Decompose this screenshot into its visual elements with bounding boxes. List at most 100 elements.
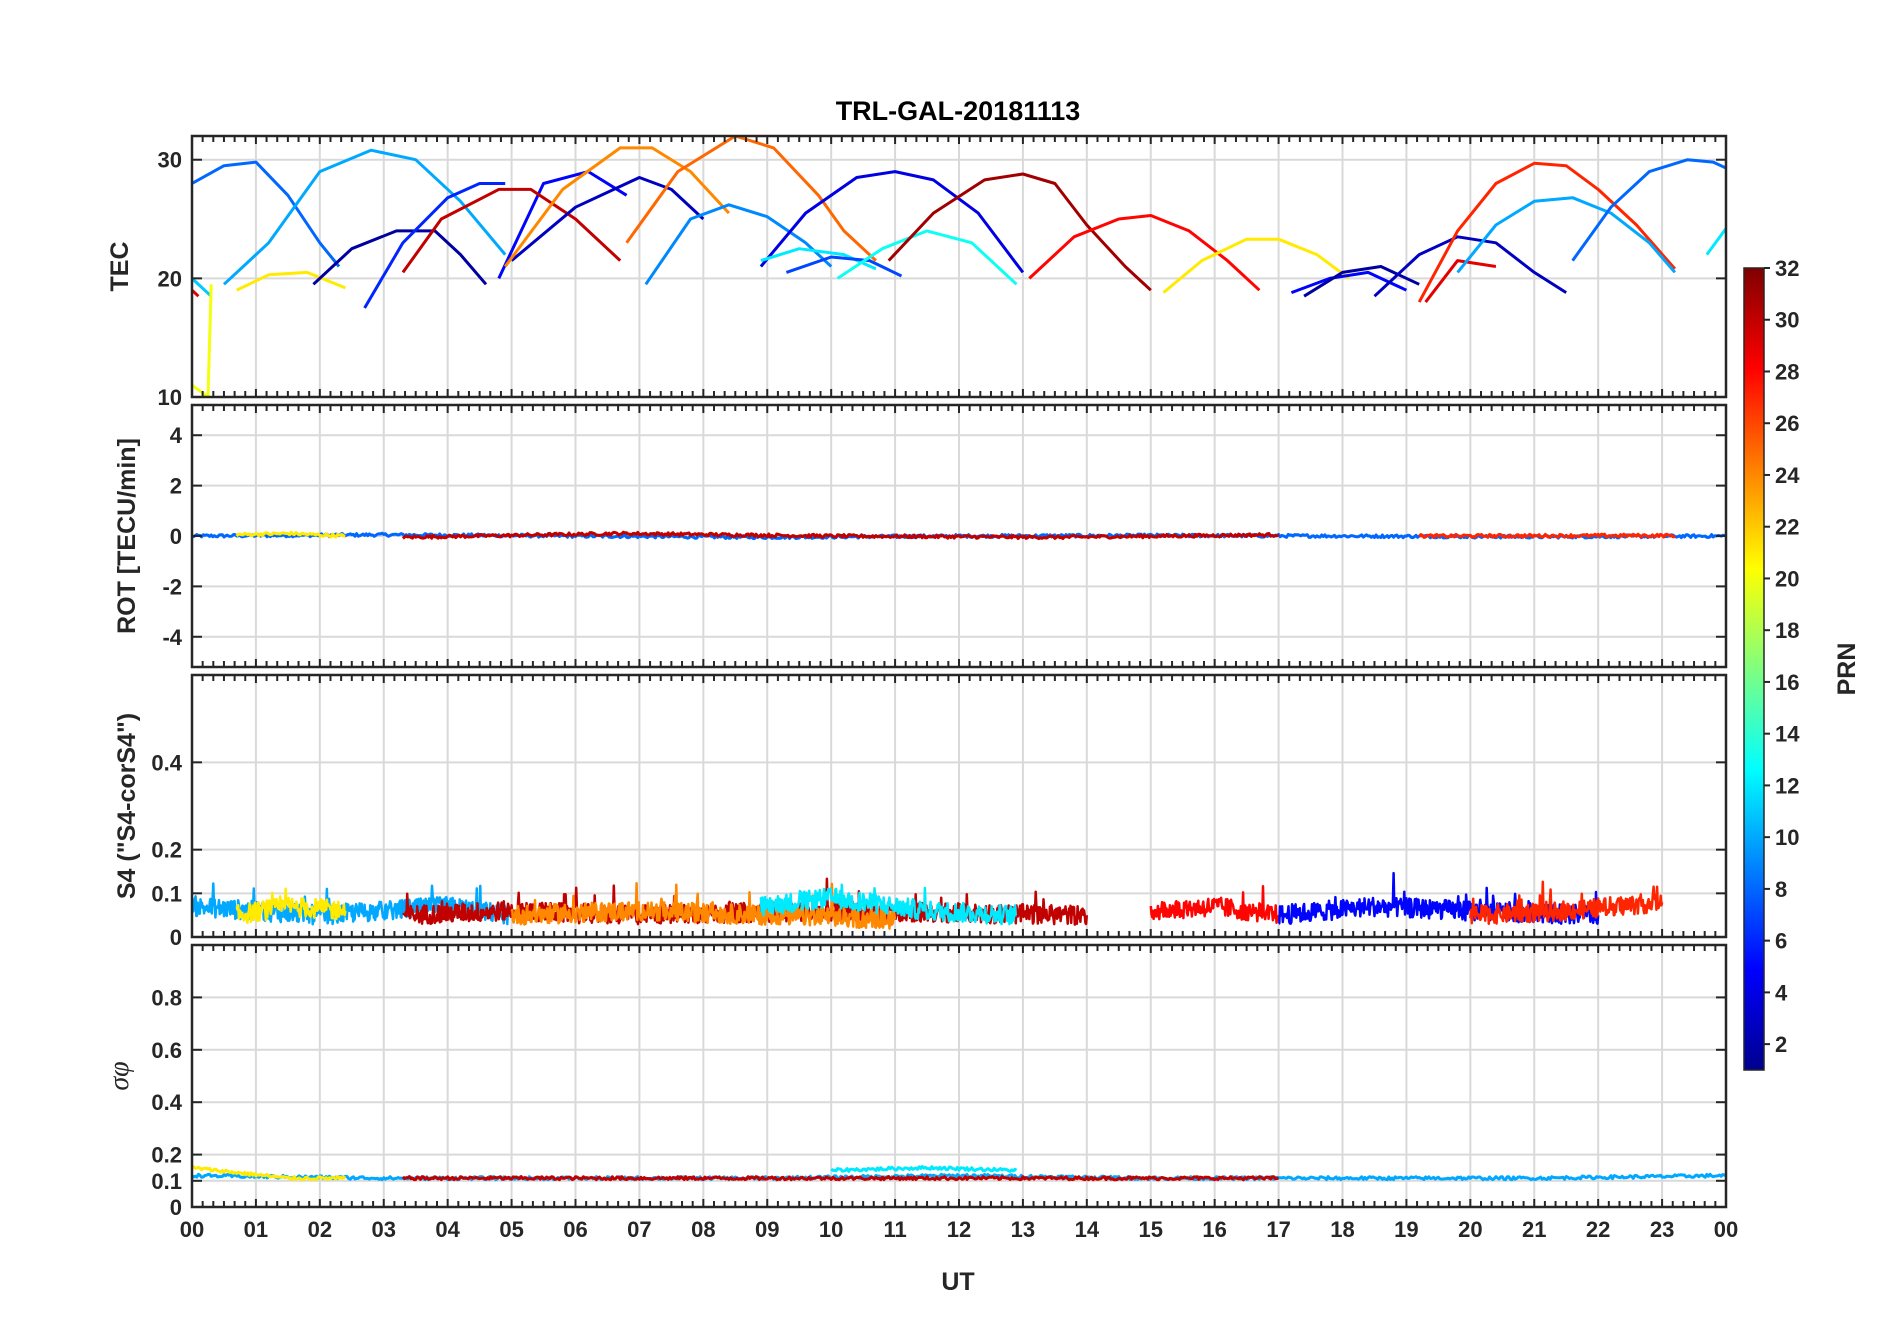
x-tick-label: 02 <box>308 1217 332 1242</box>
y-tick-label: 0.2 <box>151 838 182 863</box>
y-tick-label: 4 <box>170 423 183 448</box>
series-line-prn-30 <box>401 187 622 274</box>
y-tick-label: 0.1 <box>151 881 182 906</box>
y-axis-label: S4 ("S4-corS4") <box>113 713 141 899</box>
x-tick-label: 04 <box>435 1217 460 1242</box>
series-line-prn-21 <box>235 530 346 539</box>
series-line-prn-5 <box>1290 270 1408 295</box>
series-line-prn-24 <box>510 882 897 930</box>
y-tick-label: -2 <box>162 574 182 599</box>
colorbar-tick-label: 4 <box>1775 980 1788 1005</box>
panel-ROT: -4 -2 0 2 4 ROT [TECU/min] <box>113 403 1728 669</box>
y-tick-label: 0.6 <box>151 1038 182 1063</box>
series-line-prn-6 <box>363 182 506 309</box>
x-tick-label: 18 <box>1330 1217 1354 1242</box>
series-line-prn-12 <box>760 247 877 271</box>
colorbar-tick-label: 26 <box>1775 411 1799 436</box>
series-line-prn-31 <box>887 172 1152 292</box>
series-group <box>192 1164 1726 1182</box>
x-tick-label: 15 <box>1139 1217 1163 1242</box>
x-tick-label: 06 <box>563 1217 587 1242</box>
colorbar-tick-label: 18 <box>1775 618 1799 643</box>
y-tick-label: 0.2 <box>151 1143 182 1168</box>
series-line-prn-9 <box>644 203 833 286</box>
series-line-prn-27 <box>1469 880 1664 926</box>
x-tick-label: 07 <box>627 1217 651 1242</box>
panel-S4: 0 0.1 0.2 0.4 S4 ("S4-corS4") <box>113 673 1728 950</box>
series-line-prn-3 <box>1373 235 1568 298</box>
series-line-prn-25 <box>625 136 877 262</box>
series-group <box>192 530 1726 541</box>
y-tick-label: 0.4 <box>151 1090 182 1115</box>
series-line-prn-10 <box>1456 196 1677 274</box>
colorbar-tick-label: 16 <box>1775 670 1799 695</box>
y-tick-label: 0 <box>170 1195 182 1220</box>
series-line-prn-5 <box>497 170 628 280</box>
y-tick-label: 0 <box>170 524 182 549</box>
series-line-prn-4 <box>759 170 1025 274</box>
x-tick-label: 16 <box>1202 1217 1226 1242</box>
x-tick-label: 19 <box>1394 1217 1418 1242</box>
series-line-prn-12 <box>1705 227 1726 256</box>
x-tick-label: 01 <box>244 1217 268 1242</box>
colorbar-tick-label: 10 <box>1775 825 1799 850</box>
x-tick-label: 17 <box>1266 1217 1290 1242</box>
colorbar-tick-label: 2 <box>1775 1032 1787 1057</box>
y-tick-label: -4 <box>162 625 182 650</box>
series-line-prn-27 <box>1418 532 1676 539</box>
series-line-prn-21 <box>235 887 347 924</box>
series-line-prn-7 <box>785 255 903 278</box>
colorbar-tick-label: 32 <box>1775 256 1799 281</box>
y-tick-label: 0.1 <box>151 1169 182 1194</box>
x-tick-label: 21 <box>1522 1217 1546 1242</box>
panel-TEC: 10 20 30 TEC <box>106 134 1728 410</box>
x-tick-labels: 00 01 02 03 04 05 06 07 08 09 10 11 12 13 14 15 16 17 18 19… <box>180 1217 1738 1242</box>
x-tick-label: 00 <box>180 1217 204 1242</box>
x-tick-label: 14 <box>1075 1217 1100 1242</box>
series-line-prn-27 <box>1417 161 1677 303</box>
panel-sigma_phi: 00.10.2 0.4 0.6 0.8 σφ <box>104 943 1728 1220</box>
colorbar-tick-label: 20 <box>1775 566 1799 591</box>
y-tick-label: 0.4 <box>151 750 182 775</box>
x-tick-label: 00 <box>1714 1217 1738 1242</box>
x-axis-label: UT <box>941 1268 974 1296</box>
series-line-prn-12 <box>759 883 1018 926</box>
series-line-prn-8 <box>192 160 341 268</box>
series-group <box>192 871 1664 930</box>
x-tick-label: 22 <box>1586 1217 1610 1242</box>
series-line-prn-12 <box>830 1164 1018 1173</box>
series-line-prn-8 <box>1571 158 1726 262</box>
colorbar-tick-label: 6 <box>1775 929 1787 954</box>
x-tick-label: 20 <box>1458 1217 1482 1242</box>
series-line-prn-24 <box>503 146 731 268</box>
x-tick-label: 05 <box>499 1217 523 1242</box>
x-tick-label: 23 <box>1650 1217 1674 1242</box>
series-line-prn-30 <box>401 1175 1279 1182</box>
colorbar-tick-label: 8 <box>1775 877 1787 902</box>
x-tick-label: 10 <box>819 1217 843 1242</box>
colorbar-tick-label: 30 <box>1775 308 1799 333</box>
y-axis-label: TEC <box>106 242 134 292</box>
series-line-prn-28 <box>1028 214 1261 292</box>
series-group <box>192 136 1726 397</box>
colorbar-tick-label: 24 <box>1775 463 1800 488</box>
colorbar-tick-label: 12 <box>1775 773 1799 798</box>
chart-title: TRL-GAL-20181113 <box>836 96 1081 126</box>
x-tick-label: 11 <box>883 1217 906 1242</box>
x-tick-label: 12 <box>947 1217 971 1242</box>
y-axis-label: σφ <box>104 1061 135 1090</box>
y-tick-label: 30 <box>158 148 182 173</box>
x-tick-label: 08 <box>691 1217 715 1242</box>
y-tick-label: 20 <box>158 266 182 291</box>
series-line-prn-3 <box>510 176 705 262</box>
series-line-prn-21 <box>1162 237 1350 294</box>
series-line-prn-28 <box>1149 884 1280 924</box>
series-line-prn-21 <box>192 1165 347 1181</box>
colorbar-tick-label: 28 <box>1775 359 1799 384</box>
colorbar-gradient <box>1743 267 1765 1071</box>
series-line-prn-10 <box>222 148 507 286</box>
